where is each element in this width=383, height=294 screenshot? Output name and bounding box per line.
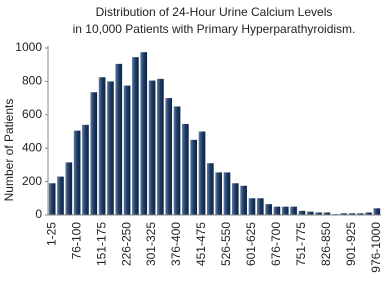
x-tick-label: 226-250 <box>119 222 133 266</box>
bar <box>115 63 123 215</box>
bar <box>281 206 289 215</box>
y-tick-label: 0 <box>35 207 42 221</box>
x-tick-label: 976-1000 <box>369 222 383 273</box>
bar <box>98 77 106 215</box>
y-tick-label: 800 <box>22 74 42 88</box>
x-tick-label: 376-400 <box>169 222 183 266</box>
chart-title: in 10,000 Patients with Primary Hyperpar… <box>73 22 356 36</box>
y-tick-label: 400 <box>22 140 42 154</box>
x-tick-label: 526-550 <box>219 222 233 266</box>
bar <box>182 123 189 215</box>
x-tick-label: 901-925 <box>344 222 358 266</box>
bar <box>73 130 81 215</box>
bar <box>65 162 73 215</box>
x-tick-label: 601-625 <box>244 222 258 266</box>
y-tick-label: 200 <box>22 174 42 188</box>
bar <box>140 52 148 215</box>
bar <box>207 163 214 215</box>
bar <box>298 210 306 215</box>
bar <box>173 106 181 215</box>
y-axis-label: Number of Patients <box>2 99 16 202</box>
bar <box>231 183 239 215</box>
chart-title: Distribution of 24-Hour Urine Calcium Le… <box>96 5 333 19</box>
bar <box>123 85 131 215</box>
x-tick-label: 676-700 <box>269 222 283 266</box>
x-tick-label: 451-475 <box>194 222 208 266</box>
x-tick-label: 1-25 <box>44 222 58 246</box>
bar <box>273 206 281 215</box>
y-tick-label: 600 <box>22 107 42 121</box>
bar <box>340 213 347 215</box>
bar <box>315 212 322 215</box>
bar <box>165 98 173 215</box>
x-tick-label: 301-325 <box>144 222 158 266</box>
bar <box>365 212 372 215</box>
bar <box>57 176 64 215</box>
bar <box>265 204 272 215</box>
bar <box>90 92 98 215</box>
bar <box>132 57 139 216</box>
bar <box>356 213 364 215</box>
x-tick-label: 151-175 <box>94 222 108 266</box>
bar <box>373 208 381 215</box>
bar <box>148 80 156 215</box>
bar <box>198 131 206 215</box>
bar <box>215 172 222 215</box>
bar <box>223 172 231 215</box>
bar <box>190 139 198 215</box>
bar <box>306 211 314 215</box>
y-tick-label: 1000 <box>15 40 42 54</box>
bar <box>48 183 56 215</box>
bar <box>107 81 114 216</box>
x-tick-label: 826-850 <box>319 222 333 266</box>
bar <box>348 213 356 215</box>
bar <box>323 212 331 215</box>
bar <box>248 198 256 215</box>
bar <box>240 185 247 215</box>
bar <box>256 198 264 215</box>
x-tick-label: 76-100 <box>69 222 83 260</box>
bar <box>82 124 89 215</box>
x-tick-label: 751-775 <box>294 222 308 266</box>
bar <box>290 206 297 215</box>
bar <box>157 78 164 216</box>
